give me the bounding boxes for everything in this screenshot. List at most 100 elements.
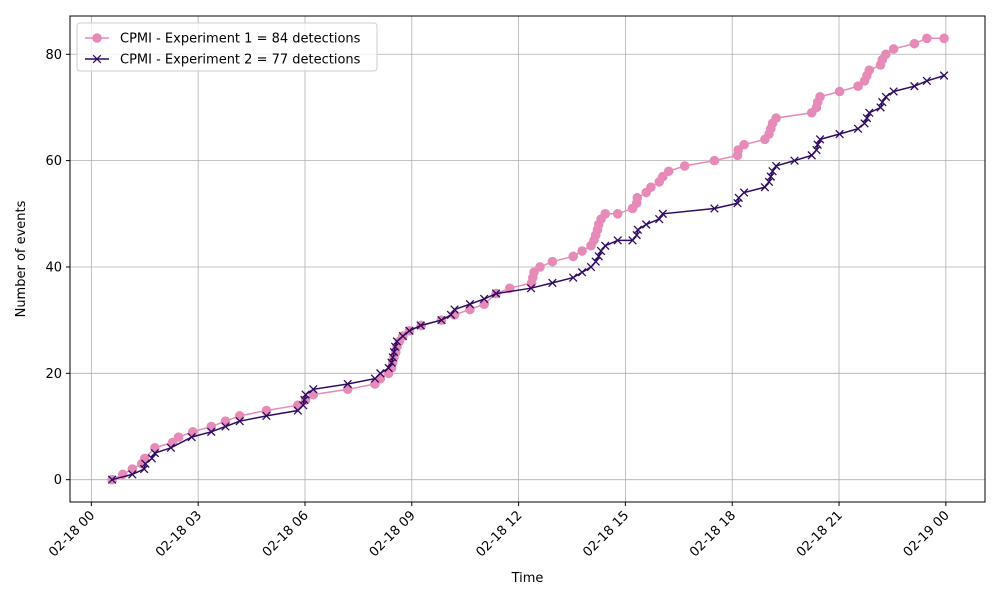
series-2-point — [150, 448, 160, 458]
series-1-point — [679, 161, 690, 171]
series-1-point — [568, 251, 578, 262]
series-2-point — [641, 220, 651, 229]
series-2-point — [450, 305, 459, 314]
series-2-point — [633, 225, 643, 235]
series-2-point — [594, 252, 603, 261]
series-layer — [107, 33, 949, 485]
series-2-point — [860, 119, 869, 128]
series-1-point — [465, 304, 475, 315]
series-2-point — [388, 353, 398, 362]
series-2-point — [548, 278, 557, 288]
x-axis-title: Time — [511, 571, 544, 586]
series-2-point — [771, 161, 781, 171]
series-1-point — [834, 86, 845, 97]
series-1-point — [127, 464, 138, 474]
series-2-point — [491, 289, 501, 298]
series-1-point — [612, 209, 623, 219]
series-2-point — [739, 188, 749, 197]
series-1-point — [220, 416, 231, 426]
series-2-point — [465, 299, 475, 309]
series-2-point — [376, 369, 385, 378]
series-2-point — [760, 182, 770, 192]
series-2-point — [128, 470, 137, 479]
series-2-point — [300, 395, 309, 405]
series-1-point — [922, 33, 932, 44]
series-1-point — [739, 139, 749, 150]
series-2-point — [733, 198, 742, 208]
series-2-point — [889, 87, 898, 96]
legend-item-1: CPMI - Experiment 1 = 84 detections — [85, 32, 361, 47]
y-axis-title: Number of events — [14, 200, 29, 317]
series-2-point — [922, 76, 932, 86]
series-1-point — [663, 166, 674, 177]
series-2-point — [853, 124, 863, 133]
series-1-point — [632, 193, 643, 203]
series-2-point — [613, 236, 622, 245]
series-1-point — [909, 38, 920, 49]
series-2-point — [206, 427, 216, 437]
series-2-point — [309, 385, 318, 394]
y-axis-ticks: 0 20 40 60 80 — [45, 48, 70, 488]
series-1-point — [600, 209, 611, 219]
legend-item-2: CPMI - Experiment 2 = 77 detections — [85, 53, 361, 68]
series-2-point — [813, 140, 822, 149]
series-2-point — [862, 113, 872, 123]
series-2-point — [596, 246, 606, 256]
legend-label: CPMI - Experiment 1 = 84 detections — [120, 32, 361, 47]
legend: CPMI - Experiment 1 = 84 detections CPMI … — [76, 22, 378, 72]
series-2-point — [815, 135, 825, 144]
series-2-point — [298, 400, 308, 410]
series-2-point — [939, 71, 949, 80]
series-2-point — [166, 443, 176, 453]
series-1-point — [864, 65, 875, 76]
series-1-point — [173, 432, 184, 442]
series-1-point — [733, 145, 743, 155]
legend-swatch-marker — [92, 33, 102, 43]
series-2-point — [710, 204, 719, 213]
series-1-point — [939, 33, 949, 44]
series-2-point — [343, 379, 352, 389]
legend-swatch-marker — [92, 54, 102, 64]
series-1-point — [150, 442, 160, 453]
series-2 — [107, 71, 949, 484]
series-1-point — [657, 171, 668, 182]
series-2-point — [768, 167, 777, 176]
series-2-point — [139, 464, 149, 474]
series-2-point — [790, 156, 799, 165]
series-2-point — [479, 294, 489, 304]
series-1-point — [853, 81, 863, 91]
series-2-point — [654, 214, 664, 224]
series-2-point — [591, 257, 600, 266]
series-2-point — [658, 209, 668, 219]
series-1-point — [479, 299, 489, 309]
y-tick-label: 0 — [54, 473, 62, 488]
series-1-point — [206, 421, 217, 432]
series-1-point — [547, 256, 558, 267]
series-2-point — [187, 432, 196, 442]
series-2-point — [766, 172, 776, 181]
series-2-point — [301, 390, 310, 399]
series-1-point — [771, 113, 781, 123]
y-tick-label: 20 — [45, 367, 62, 382]
series-2-point — [387, 358, 396, 367]
series-1-point — [815, 92, 825, 102]
series-2-point — [389, 347, 399, 357]
series-2-point — [568, 273, 578, 282]
series-2-point — [390, 342, 400, 351]
series-1-point — [577, 246, 587, 256]
series-2-point — [405, 326, 414, 336]
series-1-point — [535, 262, 545, 272]
series-1-point — [308, 389, 319, 400]
series-2-point — [446, 310, 456, 320]
grid — [70, 16, 985, 502]
y-tick-label: 60 — [45, 154, 62, 169]
series-2-point — [235, 416, 244, 426]
legend-label: CPMI - Experiment 2 = 77 detections — [120, 53, 361, 68]
series-1-point — [888, 44, 899, 54]
series-2-point — [876, 103, 885, 112]
series-2-point — [262, 411, 271, 421]
series-2-point — [764, 177, 774, 187]
series-1-point — [504, 283, 515, 294]
series-2-point — [416, 321, 425, 330]
